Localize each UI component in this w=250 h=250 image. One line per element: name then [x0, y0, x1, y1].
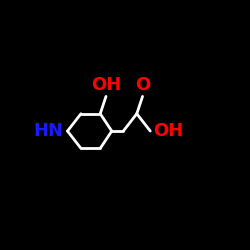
Text: OH: OH	[153, 122, 184, 140]
Text: OH: OH	[91, 76, 121, 94]
Text: O: O	[135, 76, 150, 94]
Text: HN: HN	[34, 122, 64, 140]
